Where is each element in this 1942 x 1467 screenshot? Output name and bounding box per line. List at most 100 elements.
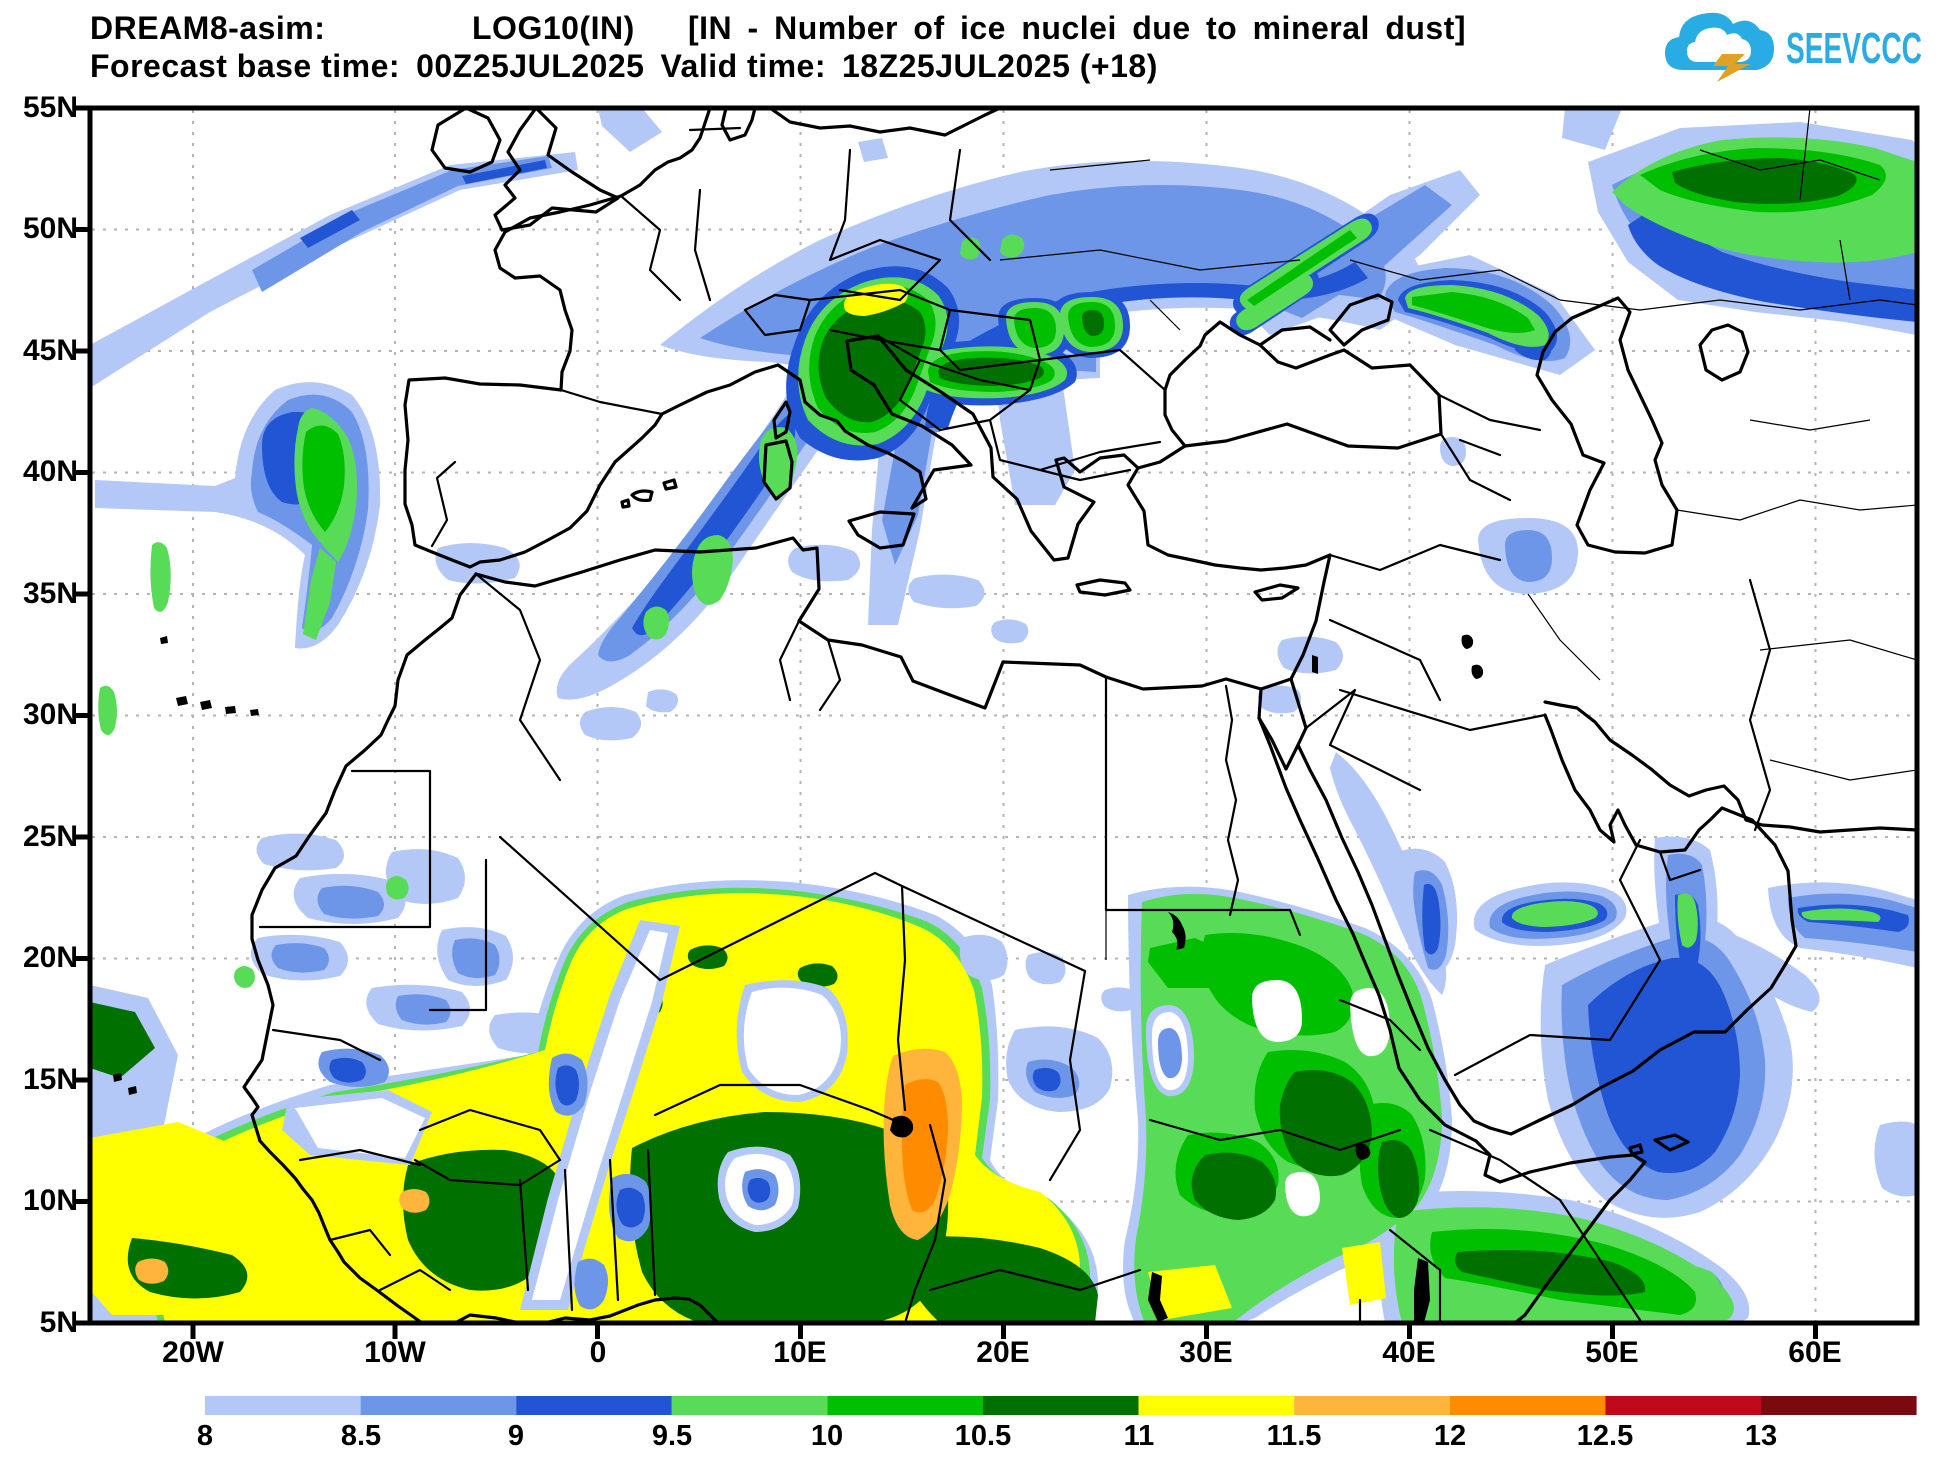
iraq-lakes [1461,634,1484,679]
lon-label: 20E [976,1336,1030,1369]
coastline [493,194,623,392]
coastline [847,510,916,550]
lat-ticks [74,105,90,1326]
coastline [1698,323,1750,382]
contour-fill-12 [902,1079,948,1213]
lake-chad [890,1115,914,1138]
lakes [113,634,1484,1321]
contour-fill-11 [92,283,1386,1321]
steppe-borders [999,110,1915,960]
contour-region [902,1079,948,1213]
lat-label: 15N [22,1063,78,1096]
lat-label: 35N [22,577,78,610]
variable-name: LOG10(IN) [472,10,635,46]
colorbar-label: 13 [1744,1420,1778,1452]
coastline [1472,713,1798,1136]
contour-region [250,141,1915,1314]
coastline [1183,325,1443,450]
coastline [876,334,1187,562]
coastline [770,110,1000,137]
coastline [720,110,757,142]
colorbar-label: 8 [196,1420,214,1452]
contour-region [295,930,1390,1300]
colorbar-swatch [1761,1396,1917,1415]
coastline [1296,726,1476,1123]
lat-label: 40N [22,455,78,488]
lat-label: 30N [22,698,78,731]
contour-fill-9p5 [92,137,1915,1321]
coastline [1257,677,1308,771]
lon-label: 40E [1382,1336,1436,1369]
colorbar-label: 10 [810,1420,844,1452]
valid-time-value: 18Z25JUL2025 (+18) [841,48,1158,84]
lon-ticks [190,1323,1818,1339]
lat-label: 25N [22,820,78,853]
lat-label: 50N [22,212,78,245]
base-time-value: 00Z25JUL2025 [416,48,645,84]
lightning-bolt-icon [1713,54,1750,82]
colorbar-swatch [360,1396,517,1415]
base-time-label: Forecast base time: [90,48,401,84]
colorbar-swatch [1138,1396,1295,1415]
colorbar-swatch [827,1396,983,1415]
contour-fill-8p5 [250,141,1915,1314]
cloud-inner [1687,27,1751,62]
valid-time-label: Valid time: [660,48,826,84]
lon-label: 30E [1179,1336,1233,1369]
coastline [1628,1133,1690,1156]
cloud-lightning-icon [1665,12,1774,82]
colorbar-label: 11 [1123,1420,1155,1452]
colorbar-swatch [516,1396,672,1415]
border-line [1304,393,1772,1077]
coastline [762,439,794,501]
lake-tana [1355,1143,1371,1160]
coastline [1253,583,1300,602]
coastline [660,334,973,510]
time-line: Forecast base time: 00Z25JUL2025 Valid tim… [90,48,1174,85]
coastline [1257,716,1478,1143]
colorbar-label: 12 [1433,1420,1467,1452]
lon-label: 20W [162,1336,224,1369]
lat-label: 45N [22,334,78,367]
contour-fill-9 [262,160,1915,1174]
colorbar-swatch [205,1396,361,1415]
coastline [403,376,664,569]
colorbar [205,1396,1917,1415]
lake-nasser [1168,912,1186,950]
lat-label: 10N [22,1184,78,1217]
lon-label: 50E [1585,1336,1639,1369]
border-line [999,110,1915,960]
axis-ticks [74,105,1818,1339]
border-line [258,572,1302,1321]
coastline [493,110,620,232]
colorbar-swatch [1449,1396,1606,1415]
colorbar-label: 12.5 [1576,1420,1634,1452]
colorbar-swatch [1605,1396,1761,1415]
coastlines [242,110,1915,1321]
lat-label: 20N [22,941,78,974]
lat-label: 55N [22,91,78,124]
colorbar-label: 10.5 [954,1420,1012,1452]
coastline [619,110,712,198]
lon-label: 60E [1788,1336,1842,1369]
coastline [1543,700,1915,834]
colorbar-swatch [1294,1396,1450,1415]
lon-label: 0 [589,1336,607,1369]
border-line [1224,684,1240,917]
variable-description: [IN - Number of ice nuclei due to minera… [688,10,1467,46]
below-threshold-gaps [295,930,1390,1300]
sudd-wetland [1148,1272,1168,1321]
coastline [1163,320,1262,448]
lat-label: 5N [39,1306,78,1339]
canary-islands [160,636,259,716]
colorbar-label: 8.5 [340,1420,382,1452]
contour-region [262,160,1915,1174]
coastline [546,1296,719,1321]
contour-region [92,283,1386,1321]
coastline [1126,466,1332,681]
dead-sea [1312,655,1318,674]
colorbar-label: 11.5 [1266,1420,1322,1452]
lake-turkana [1414,1258,1430,1321]
coastline [430,110,502,174]
